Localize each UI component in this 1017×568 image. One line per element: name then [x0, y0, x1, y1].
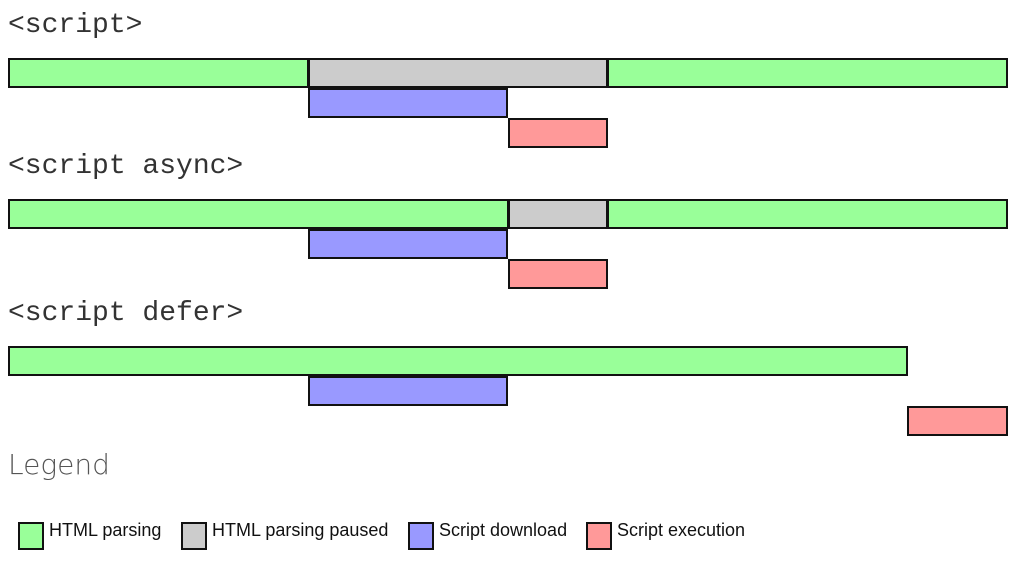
- script-execution-segment: [507, 259, 609, 289]
- timeline-heading: <script async>: [8, 151, 244, 182]
- legend-label: HTML parsing paused: [212, 520, 389, 540]
- legend-swatch: [408, 522, 434, 550]
- timeline-heading: <script>: [8, 10, 143, 41]
- html-parsing-segment: [8, 346, 909, 376]
- legend-title: Legend: [8, 448, 110, 481]
- script-download-segment: [307, 229, 509, 259]
- script-execution-segment: [507, 118, 609, 148]
- script-execution-segment: [907, 406, 1008, 436]
- legend-item-script-download: Script download: [408, 520, 567, 550]
- legend-swatch: [181, 522, 207, 550]
- html-parsing-segment: [607, 199, 1008, 229]
- html-parsing-segment: [8, 199, 509, 229]
- legend-swatch: [586, 522, 612, 550]
- html-parsing-segment: [607, 58, 1008, 88]
- html-parsing-paused-segment: [307, 58, 609, 88]
- html-parsing-segment: [8, 58, 309, 88]
- script-download-segment: [307, 376, 509, 406]
- legend-item-html-parsing-paused: HTML parsing paused: [181, 520, 388, 550]
- legend-item-script-execution: Script execution: [586, 520, 745, 550]
- html-parsing-paused-segment: [507, 199, 609, 229]
- timeline-heading: <script defer>: [8, 298, 244, 329]
- script-download-segment: [307, 88, 509, 118]
- legend-label: Script download: [439, 520, 568, 540]
- legend-swatch: [18, 522, 44, 550]
- legend-label: Script execution: [617, 520, 746, 540]
- legend-item-html-parsing: HTML parsing: [18, 520, 161, 550]
- legend-label: HTML parsing: [49, 520, 162, 540]
